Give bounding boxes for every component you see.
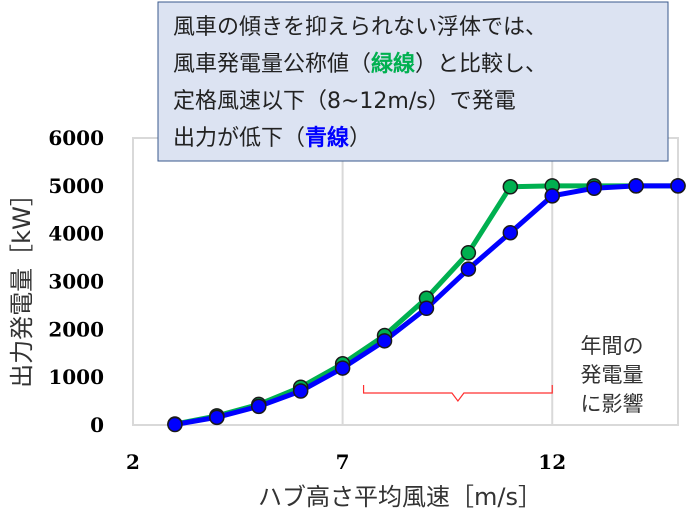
callout-segment: 風車発電量公称値（	[173, 52, 371, 77]
callout-highlight: 緑線	[371, 51, 415, 77]
annotation-line: に影響	[581, 392, 644, 416]
series-point-1	[502, 224, 519, 241]
callout-segment: 風車の傾きを抑えられない浮体では、	[173, 15, 547, 40]
y-tick-label: 5000	[48, 174, 104, 198]
callout-box: 風車の傾きを抑えられない浮体では、風車発電量公称値（緑線）と比較し、定格風速以下…	[157, 1, 669, 162]
series-points	[167, 178, 686, 433]
annotation-bg	[565, 331, 651, 358]
callout-line: 出力が低下（青線）	[173, 125, 371, 151]
annotation-bg	[565, 360, 651, 387]
series-point-1	[670, 178, 686, 194]
annotation-line: 発電量	[581, 363, 644, 387]
annotation-bg	[565, 389, 651, 416]
x-tick-label: 2	[126, 450, 140, 474]
grid-lines	[341, 138, 554, 425]
callout-segment: ）と比較し、	[415, 52, 547, 77]
series-point-1	[334, 360, 351, 376]
y-tick-label: 4000	[48, 222, 104, 246]
callout-segment: 定格風速以下（8~12m/s）で発電	[173, 89, 516, 114]
series-point-1	[586, 180, 602, 196]
y-tick-labels: 0 1000 2000 3000 4000 5000 6000	[48, 126, 104, 437]
series-point-1	[209, 409, 225, 426]
series-point-1	[460, 261, 477, 277]
series-point-1	[251, 398, 267, 415]
y-axis-title: 出力発電量［kW］	[8, 182, 36, 388]
series-point-1	[628, 178, 644, 194]
series-point-1	[292, 383, 309, 399]
callout-line: 定格風速以下（8~12m/s）で発電	[173, 89, 516, 114]
x-tick-labels: 2 7 12	[126, 450, 566, 474]
series-point-1	[418, 300, 435, 317]
callout-segment: ）	[349, 126, 371, 151]
y-tick-label: 3000	[48, 270, 104, 294]
series-point-0	[502, 179, 519, 195]
y-tick-label: 6000	[48, 126, 104, 150]
y-tick-label: 0	[90, 413, 104, 437]
y-tick-label: 1000	[48, 365, 104, 389]
x-axis-title: ハブ高さ平均風速［m/s］	[258, 483, 542, 511]
series-point-1	[167, 416, 183, 433]
callout-line: 風車発電量公称値（緑線）と比較し、	[173, 51, 547, 77]
range-bracket	[362, 385, 553, 402]
x-tick-label: 7	[336, 450, 350, 474]
series-point-1	[544, 188, 560, 204]
y-tick-label: 2000	[48, 317, 104, 341]
bracket-shape	[362, 385, 553, 402]
annotation-line: 年間の	[581, 334, 644, 358]
callout-highlight: 青線	[305, 125, 349, 151]
callout-segment: 出力が低下（	[173, 126, 305, 151]
callout-line: 風車の傾きを抑えられない浮体では、	[173, 15, 547, 40]
series-point-0	[460, 245, 477, 261]
x-tick-label: 12	[538, 450, 566, 474]
series-point-1	[376, 333, 393, 349]
